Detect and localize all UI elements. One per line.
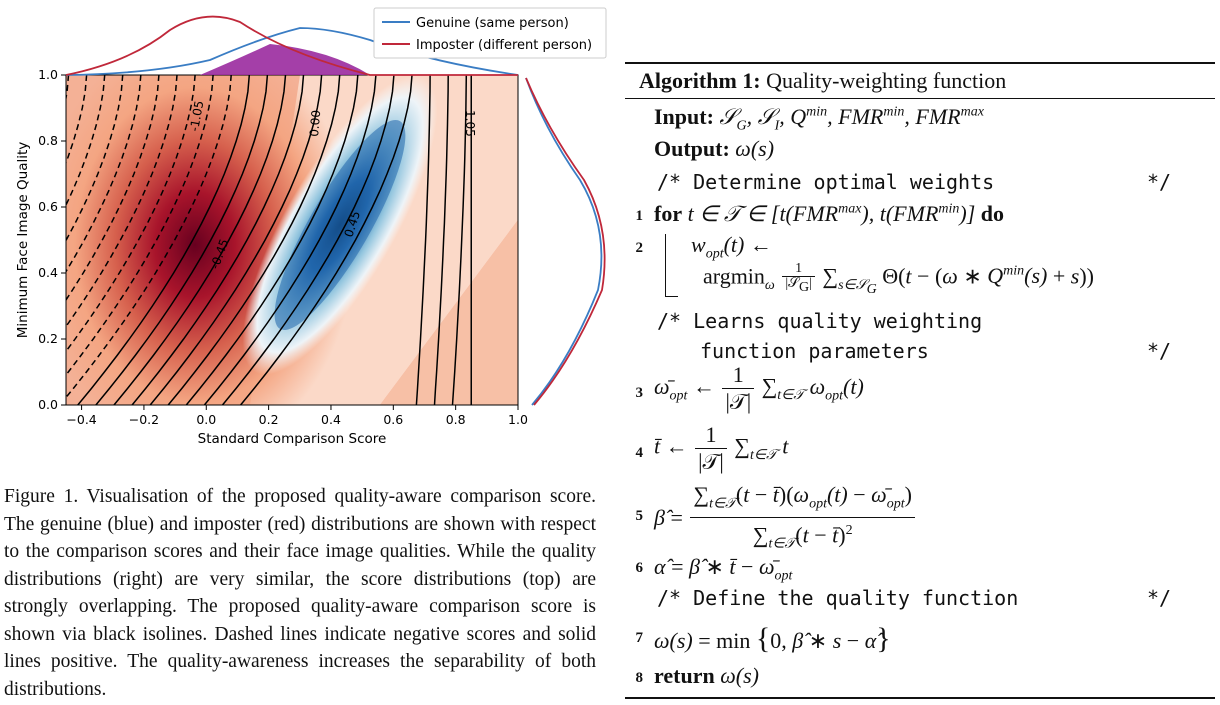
omega-line: ω(s) = min {0, β̂ ∗ s − α̂}: [654, 622, 891, 655]
isoline: [66, 75, 196, 353]
y-tick-label: 0.2: [38, 331, 58, 346]
x-tick-label: −0.2: [129, 412, 159, 427]
isoline: [66, 75, 178, 328]
line-number: 6: [635, 560, 644, 576]
isoline: [185, 75, 359, 405]
legend: Genuine (same person) Imposter (differen…: [373, 7, 607, 59]
line-number: 1: [635, 208, 644, 224]
comment-3: /* Define the quality function: [657, 586, 1019, 610]
x-tick-label: 1.0: [508, 412, 528, 427]
legend-genuine: Genuine (same person): [416, 16, 569, 31]
comment-end: */: [1147, 170, 1172, 194]
line-number: 2: [635, 240, 644, 256]
y-tick-label: 1.0: [38, 67, 58, 82]
contour-label: 1.05: [463, 110, 477, 137]
algorithm-title: Algorithm 1: Quality-weighting function: [625, 64, 1215, 98]
argmin-line-1: wopt(t) ←: [691, 232, 772, 262]
x-tick-label: −0.4: [66, 412, 96, 427]
isoline: [221, 75, 395, 405]
y-tick-label: 0.4: [38, 265, 58, 280]
t-bar-line: t̄ ← 1 |𝒯| ∑t∈𝒯 t: [654, 422, 789, 474]
isoline: [66, 75, 70, 103]
y-tick-label: 0.0: [38, 397, 58, 412]
beta-line: β̂ = ∑t∈𝒯(t − t̄)(ωopt(t) − ω̄opt) ∑t∈𝒯(t…: [654, 482, 917, 558]
w-bar-line: ω̄opt ← 1 |𝒯| ∑t∈𝒯 ωopt(t): [654, 362, 864, 414]
heatmap: [66, 75, 518, 405]
isoline: [66, 75, 160, 302]
isoline: [95, 75, 269, 405]
isoline: [433, 75, 449, 405]
isoline: [167, 75, 341, 405]
isoline: [240, 75, 413, 405]
isoline: [66, 75, 214, 377]
algorithm-name: Quality-weighting function: [766, 68, 1007, 93]
for-line: for t ∈ 𝒯 ∈ [t(FMRmax), t(FMRmin)] do: [654, 201, 1005, 226]
alpha-line: α̂ = β̂ ∗ t̄ − ω̄opt: [654, 554, 793, 584]
line-number: 8: [635, 670, 644, 686]
figure-caption: Figure 1. Visualisation of the proposed …: [4, 486, 596, 700]
comment-end: */: [1147, 339, 1172, 363]
contour-label: -1.05: [187, 99, 206, 132]
line-number: 3: [635, 385, 644, 401]
isoline: [149, 75, 323, 405]
comment-end: */: [1147, 586, 1172, 610]
isoline: [203, 75, 377, 405]
comment-2a: /* Learns quality weighting: [657, 309, 983, 333]
legend-imposter: Imposter (different person): [416, 38, 592, 53]
line-number: 5: [635, 508, 644, 524]
isoline: [66, 75, 232, 399]
contour-label: 0.00: [307, 109, 323, 137]
line-number: 4: [635, 445, 644, 461]
comment-1: /* Determine optimal weights: [657, 170, 995, 194]
y-axis-label: Minimum Face Image Quality: [15, 142, 31, 338]
argmin-line-2: argminω 1 |𝒮G| ∑s∈𝒮G Θ(t − (ω ∗ Qmin(s) +…: [703, 261, 1094, 297]
figure-plot: Genuine (same person) Imposter (differen…: [15, 7, 607, 447]
quality-distributions: [525, 77, 606, 406]
output-line: Output: ω(s): [654, 136, 775, 161]
isoline: [131, 75, 305, 405]
return-line: return ω(s): [654, 663, 759, 688]
line-number: 7: [635, 630, 644, 646]
y-tick-label: 0.8: [38, 133, 58, 148]
x-axis-label: Standard Comparison Score: [198, 431, 387, 447]
algorithm-label: Algorithm 1:: [639, 68, 761, 93]
x-tick-label: 0.2: [259, 412, 279, 427]
isoline: [66, 75, 142, 273]
x-tick-label: 0.6: [383, 412, 403, 427]
algorithm-box: Algorithm 1: Quality-weighting function …: [625, 62, 1215, 699]
isoline: [415, 75, 431, 405]
x-tick-label: 0.4: [321, 412, 341, 427]
input-line: Input: 𝒮G, 𝒮I, Qmin, FMRmin, FMRmax: [654, 104, 984, 134]
comment-2b: function parameters: [700, 339, 929, 363]
isoline: [113, 75, 287, 405]
isoline: [451, 75, 468, 405]
x-tick-label: 0.8: [446, 412, 466, 427]
y-tick-label: 0.6: [38, 199, 58, 214]
isoline: [77, 75, 251, 405]
x-tick-label: 0.0: [196, 412, 216, 427]
